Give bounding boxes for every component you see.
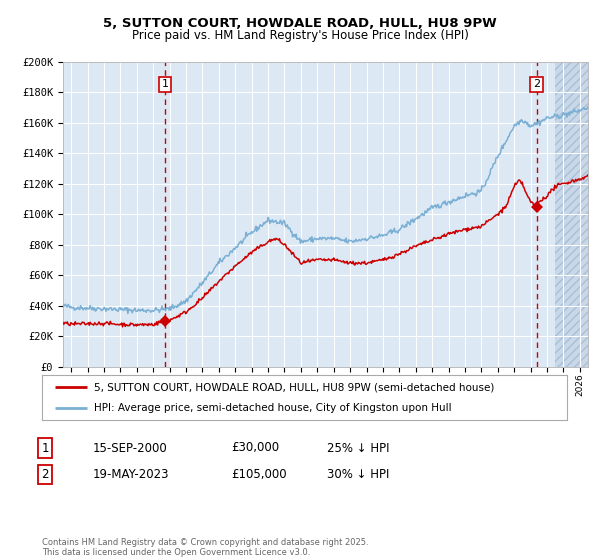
Text: 25% ↓ HPI: 25% ↓ HPI [327,441,389,455]
Text: 1: 1 [41,441,49,455]
Text: 2: 2 [41,468,49,481]
Text: 15-SEP-2000: 15-SEP-2000 [93,441,168,455]
Text: £30,000: £30,000 [231,441,279,455]
Text: 19-MAY-2023: 19-MAY-2023 [93,468,170,481]
Text: 30% ↓ HPI: 30% ↓ HPI [327,468,389,481]
Text: Contains HM Land Registry data © Crown copyright and database right 2025.
This d: Contains HM Land Registry data © Crown c… [42,538,368,557]
Text: HPI: Average price, semi-detached house, City of Kingston upon Hull: HPI: Average price, semi-detached house,… [95,403,452,413]
Text: 5, SUTTON COURT, HOWDALE ROAD, HULL, HU8 9PW (semi-detached house): 5, SUTTON COURT, HOWDALE ROAD, HULL, HU8… [95,382,495,393]
Bar [555,62,588,367]
Text: 1: 1 [161,80,169,90]
Text: 5, SUTTON COURT, HOWDALE ROAD, HULL, HU8 9PW: 5, SUTTON COURT, HOWDALE ROAD, HULL, HU8… [103,17,497,30]
Text: Price paid vs. HM Land Registry's House Price Index (HPI): Price paid vs. HM Land Registry's House … [131,29,469,42]
Text: £105,000: £105,000 [231,468,287,481]
Text: 2: 2 [533,80,541,90]
